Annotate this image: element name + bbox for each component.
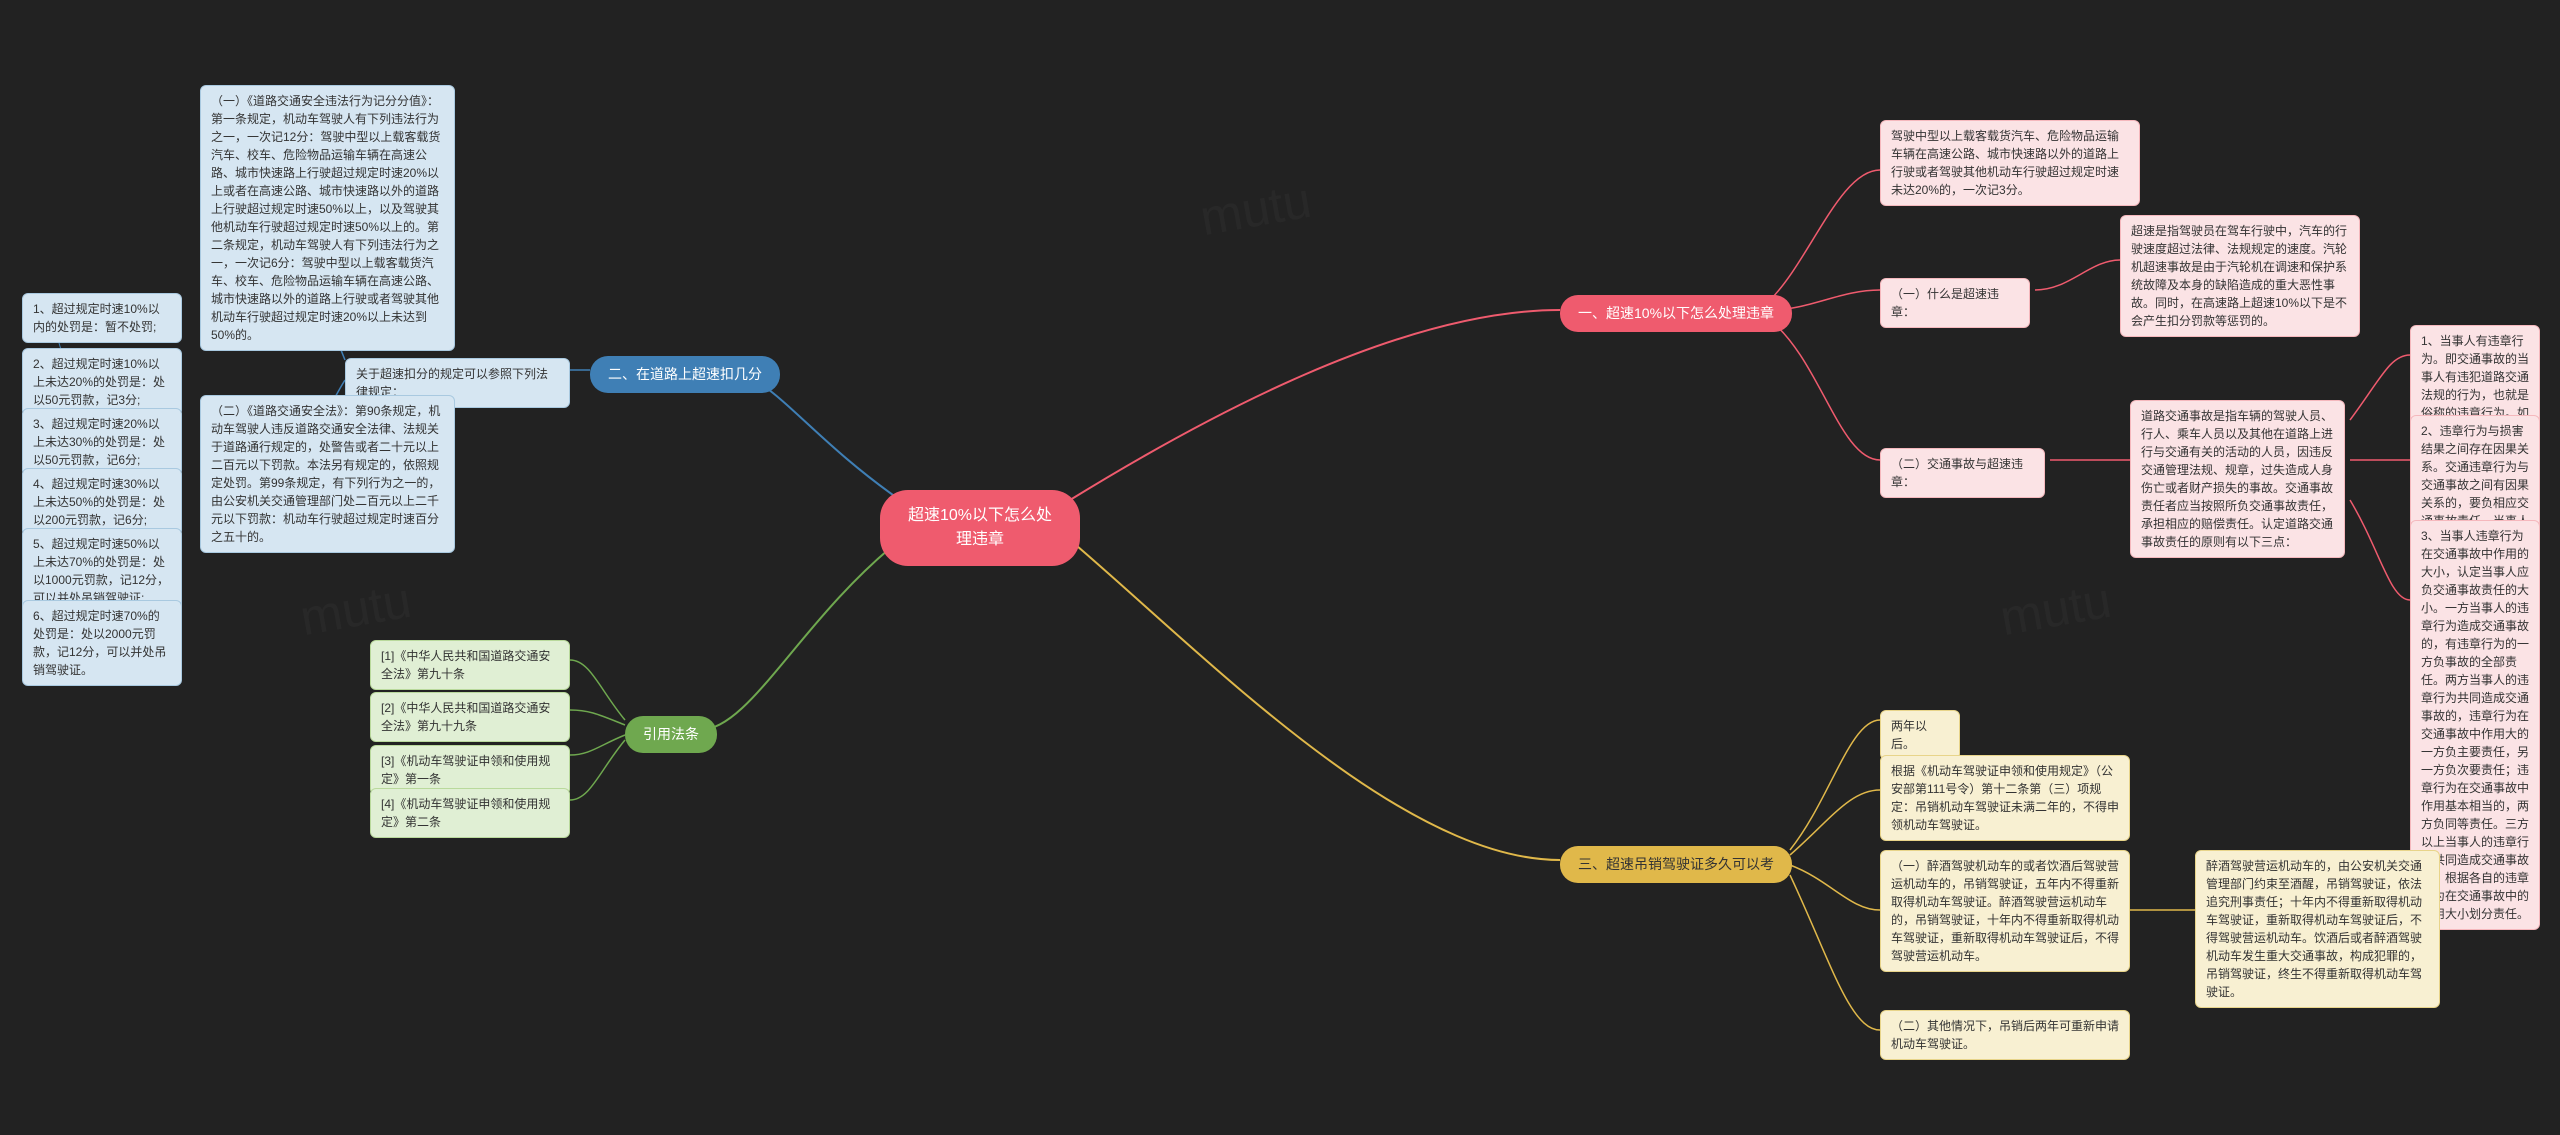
branch1-item1: 驾驶中型以上载客载货汽车、危险物品运输车辆在高速公路、城市快速路以外的道路上行驶… [1880, 120, 2140, 206]
branch-1[interactable]: 一、超速10%以下怎么处理违章 [1560, 295, 1792, 332]
branch3-sub1-text: 醉酒驾驶营运机动车的，由公安机关交通管理部门约束至酒醒，吊销驾驶证，依法追究刑事… [2195, 850, 2440, 1008]
branch1-sub1-title[interactable]: （一）什么是超速违章： [1880, 278, 2030, 328]
branch-3[interactable]: 三、超速吊销驾驶证多久可以考 [1560, 846, 1792, 883]
watermark: mutu [1996, 571, 2116, 647]
branch2-p1: 1、超过规定时速10%以内的处罚是：暂不处罚; [22, 293, 182, 343]
branch2-p3: 3、超过规定时速20%以上未达30%的处罚是：处以50元罚款，记6分; [22, 408, 182, 476]
branch2-law2: （二）《道路交通安全法》：第90条规定，机动车驾驶人违反道路交通安全法律、法规关… [200, 395, 455, 553]
branch2-p2: 2、超过规定时速10%以上未达20%的处罚是：处以50元罚款，记3分; [22, 348, 182, 416]
branch1-sub2-title[interactable]: （二）交通事故与超速违章： [1880, 448, 2045, 498]
branch1-sub2-intro: 道路交通事故是指车辆的驾驶人员、行人、乘车人员以及其他在道路上进行与交通有关的活… [2130, 400, 2345, 558]
branch3-sub2: （二）其他情况下，吊销后两年可重新申请机动车驾驶证。 [1880, 1010, 2130, 1060]
center-node[interactable]: 超速10%以下怎么处理违章 [880, 490, 1080, 566]
branch3-sub1-title: （一）醉酒驾驶机动车的或者饮酒后驾驶营运机动车的，吊销驾驶证，五年内不得重新取得… [1880, 850, 2130, 972]
branch2-p4: 4、超过规定时速30%以上未达50%的处罚是：处以200元罚款，记6分; [22, 468, 182, 536]
branch3-p1: 两年以后。 [1880, 710, 1960, 760]
branch4-r2: [2]《中华人民共和国道路交通安全法》第九十九条 [370, 692, 570, 742]
branch2-p6: 6、超过规定时速70%的处罚是：处以2000元罚款，记12分，可以并处吊销驾驶证… [22, 600, 182, 686]
branch-2[interactable]: 二、在道路上超速扣几分 [590, 356, 780, 393]
branch1-sub1-text: 超速是指驾驶员在驾车行驶中，汽车的行驶速度超过法律、法规规定的速度。汽轮机超速事… [2120, 215, 2360, 337]
branch2-law1: （一）《道路交通安全违法行为记分分值》：第一条规定，机动车驾驶人有下列违法行为之… [200, 85, 455, 351]
watermark: mutu [1196, 171, 1316, 247]
branch4-r4: [4]《机动车驾驶证申领和使用规定》第二条 [370, 788, 570, 838]
watermark: mutu [296, 571, 416, 647]
branch-4[interactable]: 引用法条 [625, 716, 717, 753]
branch4-r1: [1]《中华人民共和国道路交通安全法》第九十条 [370, 640, 570, 690]
branch3-p2: 根据《机动车驾驶证申领和使用规定》（公安部第111号令）第十二条第（三）项规定：… [1880, 755, 2130, 841]
